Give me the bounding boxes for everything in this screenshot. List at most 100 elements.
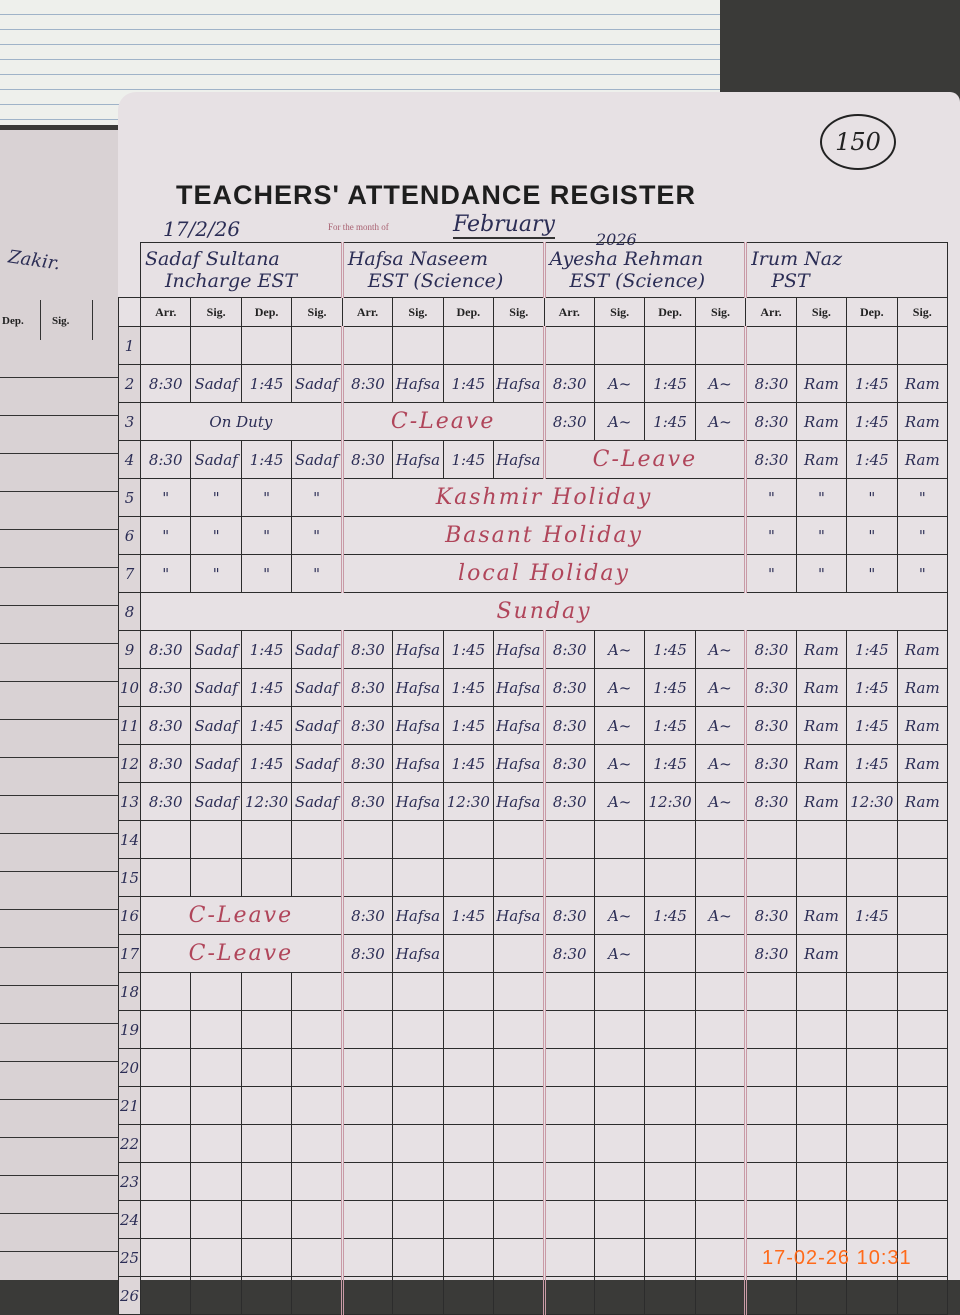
signature-cell: Ram: [896, 440, 949, 479]
empty-cell: [139, 820, 192, 859]
time-cell: 8:30: [340, 668, 394, 707]
signature-cell: A~: [593, 706, 646, 745]
time-cell: 12:30: [846, 782, 898, 821]
teacher-header: Ayesha Rehman EST (Science): [542, 242, 747, 298]
empty-cell: [392, 1162, 444, 1201]
attendance-table: Sadaf Sultana Incharge EST Hafsa Naseem EST…: [118, 242, 949, 1315]
empty-cell: [744, 1086, 797, 1125]
empty-cell: [896, 1124, 949, 1163]
attendance-row: 7 " " " " local Holiday " " " ": [118, 554, 949, 593]
empty-cell: [896, 1238, 949, 1277]
time-cell: 1:45: [442, 630, 495, 669]
row-number: 9: [118, 630, 141, 669]
empty-cell: [493, 1276, 545, 1315]
row-number: 18: [118, 972, 141, 1011]
attendance-note: On Duty: [140, 402, 343, 441]
signature-cell: Sadaf: [190, 744, 242, 783]
attendance-row: 6 " " " " Basant Holiday " " " ": [118, 516, 949, 555]
signature-cell: ": [291, 516, 343, 555]
empty-cell: [896, 972, 949, 1011]
empty-cell: [442, 1124, 495, 1163]
row-number: 22: [118, 1124, 141, 1163]
empty-cell: [542, 1276, 595, 1315]
signature-cell: Sadaf: [291, 782, 343, 821]
empty-cell: [795, 1276, 848, 1315]
attendance-row: 5 " " " " Kashmir Holiday " " " ": [118, 478, 949, 517]
time-cell: 8:30: [542, 782, 595, 821]
attendance-row: 26: [118, 1276, 949, 1315]
time-cell: 12:30: [442, 782, 495, 821]
empty-cell: [240, 1276, 293, 1315]
time-cell: 8:30: [542, 896, 595, 935]
signature-cell: Hafsa: [392, 364, 444, 403]
empty-cell: [593, 1124, 646, 1163]
attendance-row: 14: [118, 820, 949, 859]
empty-cell: [644, 1086, 696, 1125]
empty-cell: [694, 858, 747, 897]
row-number: 13: [118, 782, 141, 821]
time-cell: 1:45: [240, 364, 293, 403]
signature-cell: A~: [593, 630, 646, 669]
empty-cell: [291, 1276, 343, 1315]
empty-cell: [896, 1162, 949, 1201]
time-cell: 8:30: [139, 782, 192, 821]
empty-cell: [442, 820, 495, 859]
time-cell: 1:45: [442, 896, 495, 935]
attendance-note: C-Leave: [340, 402, 545, 441]
row-number: 3: [118, 402, 141, 441]
attendance-row: 17 C-Leave 8:30 Hafsa 8:30 A~ 8:30 Ram: [118, 934, 949, 973]
time-cell: 8:30: [139, 630, 192, 669]
empty-cell: [593, 820, 646, 859]
signature-cell: A~: [694, 668, 747, 707]
signature-cell: Ram: [896, 364, 949, 403]
signature-cell: ": [190, 516, 242, 555]
camera-timestamp: 17-02-26 10:31: [762, 1247, 912, 1269]
empty-cell: [694, 326, 747, 365]
time-cell: 1:45: [240, 706, 293, 745]
time-cell: 8:30: [139, 668, 192, 707]
empty-cell: [392, 972, 444, 1011]
signature-cell: A~: [593, 668, 646, 707]
time-cell: 1:45: [240, 440, 293, 479]
empty-cell: [744, 1162, 797, 1201]
signature-cell: Hafsa: [493, 668, 545, 707]
signature-cell: ": [795, 478, 848, 517]
time-cell: ": [846, 478, 898, 517]
time-cell: 8:30: [744, 440, 797, 479]
signature-cell: Ram: [896, 706, 949, 745]
teacher-header: Sadaf Sultana Incharge EST: [140, 242, 343, 298]
empty-cell: [644, 1010, 696, 1049]
empty-cell: [139, 858, 192, 897]
empty-cell: [896, 1010, 949, 1049]
empty-cell: [139, 972, 192, 1011]
empty-cell: [190, 1124, 242, 1163]
empty-cell: [240, 858, 293, 897]
empty-cell: [542, 820, 595, 859]
empty-cell: [340, 1124, 394, 1163]
empty-cell: [291, 1238, 343, 1277]
signature-cell: Hafsa: [392, 896, 444, 935]
row-number: 23: [118, 1162, 141, 1201]
teacher-designation: Incharge EST: [165, 270, 298, 292]
empty-cell: [846, 1276, 898, 1315]
empty-cell: [593, 1086, 646, 1125]
attendance-row: 15: [118, 858, 949, 897]
empty-cell: [493, 1200, 545, 1239]
empty-cell: [240, 1238, 293, 1277]
column-header: Sig.: [190, 297, 242, 327]
month-value: February: [453, 212, 555, 239]
empty-cell: [896, 1048, 949, 1087]
empty-cell: [442, 858, 495, 897]
empty-cell: [291, 326, 343, 365]
empty-cell: [644, 820, 696, 859]
row-number-header: [118, 297, 141, 327]
empty-cell: [744, 1276, 797, 1315]
empty-cell: [542, 1010, 595, 1049]
time-cell: 8:30: [744, 782, 797, 821]
empty-cell: [644, 1162, 696, 1201]
column-header: Dep.: [240, 297, 293, 327]
signature-cell: ": [795, 516, 848, 555]
signature-cell: Hafsa: [392, 782, 444, 821]
signature-cell: Hafsa: [392, 744, 444, 783]
empty-cell: [240, 1124, 293, 1163]
